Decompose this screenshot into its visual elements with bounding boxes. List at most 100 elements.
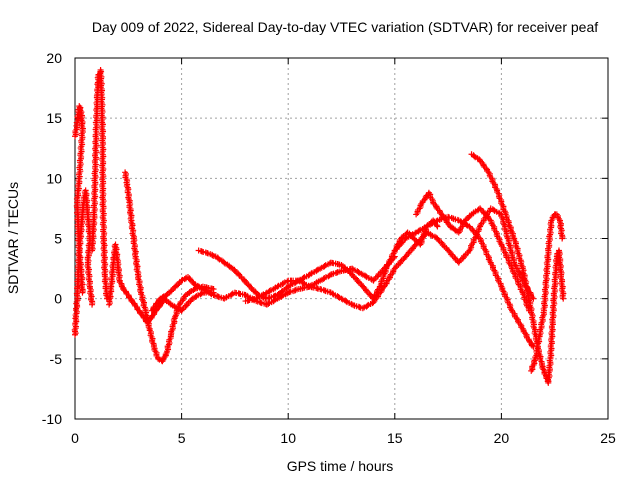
y-tick-label: 15 [46, 110, 62, 126]
data-point [402, 253, 409, 260]
data-point [364, 302, 371, 309]
x-tick-label: 25 [600, 430, 616, 446]
data-point [423, 223, 430, 230]
data-point [79, 289, 86, 296]
data-point [274, 283, 281, 290]
data-point [242, 278, 249, 285]
chart-title: Day 009 of 2022, Sidereal Day-to-day VTE… [92, 19, 598, 35]
data-point [265, 300, 272, 307]
data-point [560, 295, 567, 302]
y-tick-label: 5 [54, 231, 62, 247]
y-tick-label: -5 [50, 351, 63, 367]
data-point [198, 290, 205, 297]
data-point [209, 252, 216, 259]
data-point [215, 255, 222, 262]
data-point [412, 230, 419, 237]
data-point [559, 235, 566, 242]
data-point [415, 227, 422, 234]
data-point [172, 283, 179, 290]
data-point [448, 251, 455, 258]
data-point [451, 254, 458, 261]
data-point [456, 258, 463, 265]
data-point [155, 355, 162, 362]
y-tick-label: -10 [42, 411, 62, 427]
data-point [436, 207, 443, 214]
data-point [471, 153, 478, 160]
data-point [89, 301, 96, 308]
data-point [210, 286, 217, 293]
ticks: 0 5 10 15 20 25 -10 -5 0 5 10 15 20 [42, 50, 616, 446]
x-tick-label: 15 [387, 430, 403, 446]
data-point [462, 217, 469, 224]
data-point [207, 290, 214, 297]
data-point [392, 264, 399, 271]
data-point [433, 204, 440, 211]
data-point [338, 295, 345, 302]
x-axis-label: GPS time / hours [287, 458, 394, 474]
data-point [342, 265, 349, 272]
data-point [421, 196, 428, 203]
data-point [308, 270, 315, 277]
data-points [71, 67, 567, 386]
data-point [398, 239, 405, 246]
data-point [186, 276, 193, 283]
data-point [480, 208, 487, 215]
data-point [418, 234, 425, 241]
data-point [176, 301, 183, 308]
data-point [335, 293, 342, 300]
data-point [179, 297, 186, 304]
data-point [469, 226, 476, 233]
data-point [440, 214, 447, 221]
data-point [433, 218, 440, 225]
data-point [300, 275, 307, 282]
grid [75, 58, 608, 419]
y-tick-label: 20 [46, 50, 62, 66]
x-tick-label: 0 [71, 430, 79, 446]
data-point [366, 290, 373, 297]
x-tick-label: 10 [280, 430, 296, 446]
data-point [402, 235, 409, 242]
data-point [443, 219, 450, 226]
data-point [442, 216, 449, 223]
data-point [228, 291, 235, 298]
data-point [221, 259, 228, 266]
data-point [253, 295, 260, 302]
data-point [363, 287, 370, 294]
data-point [159, 294, 166, 301]
x-tick-label: 20 [494, 430, 510, 446]
data-point [479, 159, 486, 166]
data-point [359, 305, 366, 312]
x-tick-label: 5 [178, 430, 186, 446]
data-point [266, 287, 273, 294]
data-point [432, 202, 439, 209]
y-tick-label: 0 [54, 291, 62, 307]
data-point [422, 193, 429, 200]
data-point [483, 165, 490, 172]
data-point [284, 278, 291, 285]
data-point [191, 281, 198, 288]
data-point [477, 205, 484, 212]
y-tick-label: 10 [46, 170, 62, 186]
data-point [156, 296, 163, 303]
data-point [434, 223, 441, 230]
data-point [350, 272, 357, 279]
data-point [295, 277, 302, 284]
data-point [354, 278, 361, 285]
data-point [414, 240, 421, 247]
data-point [231, 267, 238, 274]
data-point [313, 267, 320, 274]
data-point [466, 223, 473, 230]
data-point [447, 223, 454, 230]
data-point [248, 286, 255, 293]
data-point [405, 249, 412, 256]
data-point [204, 249, 211, 256]
data-point [397, 258, 404, 265]
data-point [321, 263, 328, 270]
data-point [262, 290, 269, 297]
data-point [444, 246, 451, 253]
data-point [459, 255, 466, 262]
y-axis-label: SDTVAR / TECUs [5, 182, 21, 294]
data-point [274, 292, 281, 299]
data-point [348, 300, 355, 307]
